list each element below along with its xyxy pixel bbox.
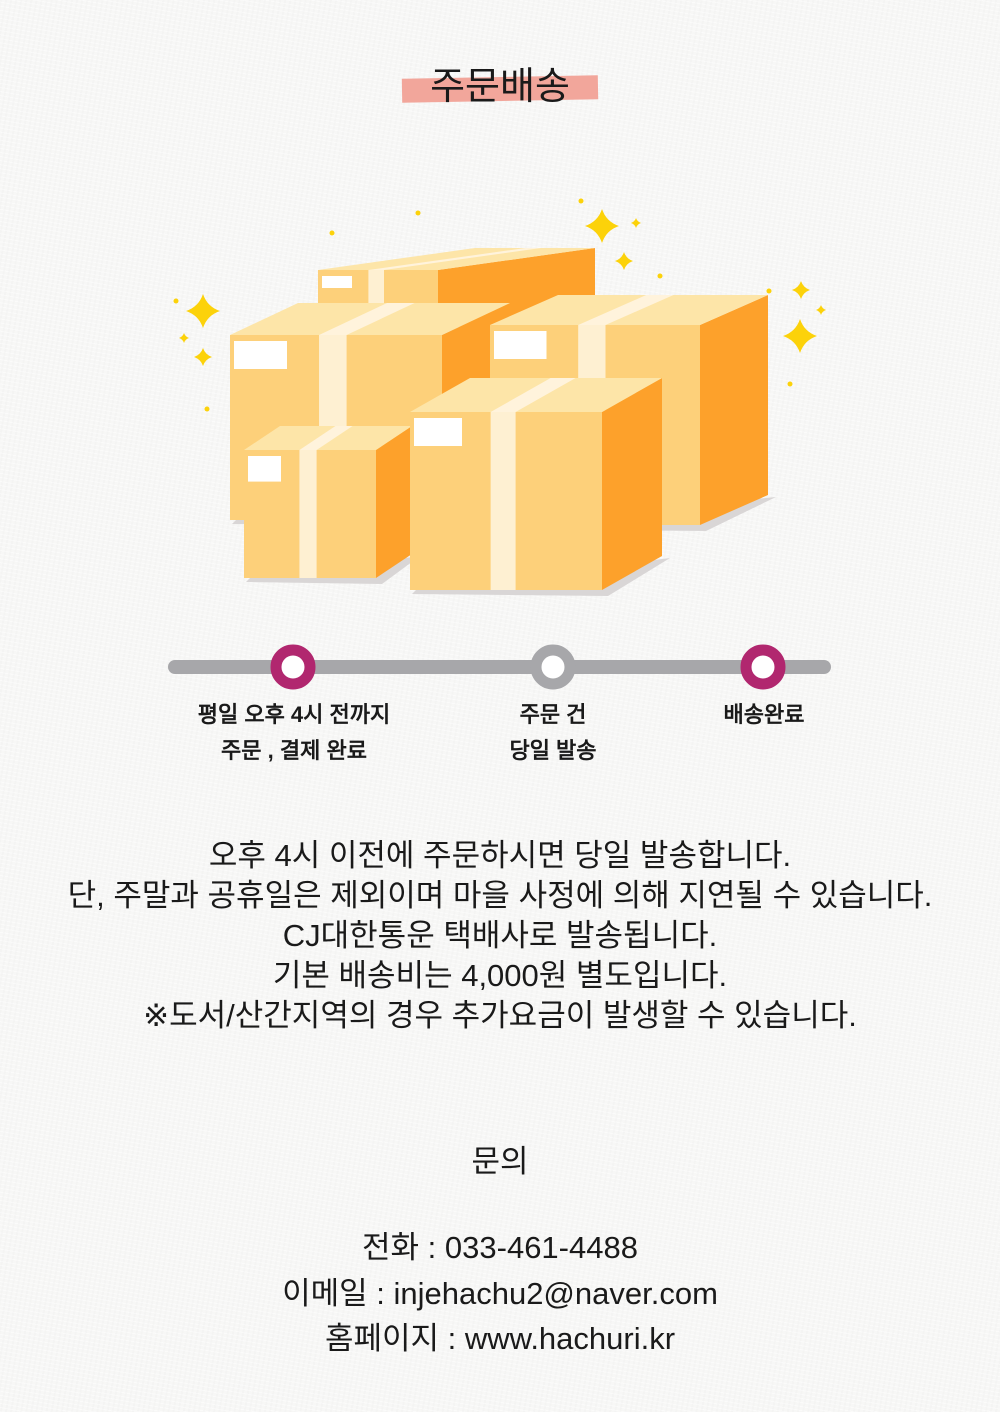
sparkle-icon [194,348,212,366]
step-2-line1: 주문 건 [519,702,587,727]
sparkle-icon [792,281,810,299]
notice-line: ※도서/산간지역의 경우 추가요금이 발생할 수 있습니다. [143,998,857,1033]
contact-heading: 문의 [471,1144,529,1179]
timeline-node [270,644,316,690]
notice-line: 오후 4시 이전에 주문하시면 당일 발송합니다. [208,838,792,873]
boxes-illustration [168,198,831,690]
timeline-node [740,644,786,690]
box [410,378,670,596]
timeline [168,644,831,690]
boxes [230,248,776,596]
sparkle-icon [631,218,641,228]
page-title: 주문배송 [402,62,598,112]
sparkle-icon [783,319,817,353]
notice-line: 단, 주말과 공휴일은 제외이며 마을 사정에 의해 지연될 수 있습니다. [67,878,933,913]
sparkle-icon [179,333,189,343]
step-1-line1: 평일 오후 4시 전까지 [197,702,391,727]
contact-phone: 전화 : 033-461-4488 [362,1230,638,1265]
contact-email[interactable]: 이메일 : injehachu2@naver.com [282,1276,718,1311]
sparkle-dot-icon [173,298,179,304]
sparkle-icon [186,294,220,328]
timeline-step-1: 평일 오후 4시 전까지 주문 , 결제 완료 [164,697,424,769]
box [244,426,420,584]
contact-homepage[interactable]: 홈페이지 : www.hachuri.kr [324,1321,676,1356]
sparkle-dot-icon [415,210,421,216]
sparkle-dot-icon [329,230,335,236]
timeline-node [530,644,576,690]
title-wrap: 주문배송 [0,62,1000,112]
notice-line: CJ대한통운 택배사로 발송됩니다. [282,918,718,953]
sparkle-icon [615,252,633,270]
timeline-step-3: 배송완료 [634,697,894,733]
sparkle-dot-icon [204,406,210,412]
sparkle-icons [173,198,826,412]
step-3-line1: 배송완료 [723,702,805,727]
sparkle-dot-icon [657,273,663,279]
sparkle-icon [585,209,619,243]
sparkle-dot-icon [578,198,584,204]
sparkle-icon [816,305,826,315]
sparkle-dot-icon [787,381,793,387]
step-2-line2: 당일 발송 [509,738,597,763]
notice-line: 기본 배송비는 4,000원 별도입니다. [272,958,728,993]
sparkle-dot-icon [766,288,772,294]
step-1-line2: 주문 , 결제 완료 [221,738,367,763]
timeline-step-2: 주문 건 당일 발송 [423,697,683,769]
shipping-notice: 오후 4시 이전에 주문하시면 당일 발송합니다. 단, 주말과 공휴일은 제외… [0,836,1000,1036]
